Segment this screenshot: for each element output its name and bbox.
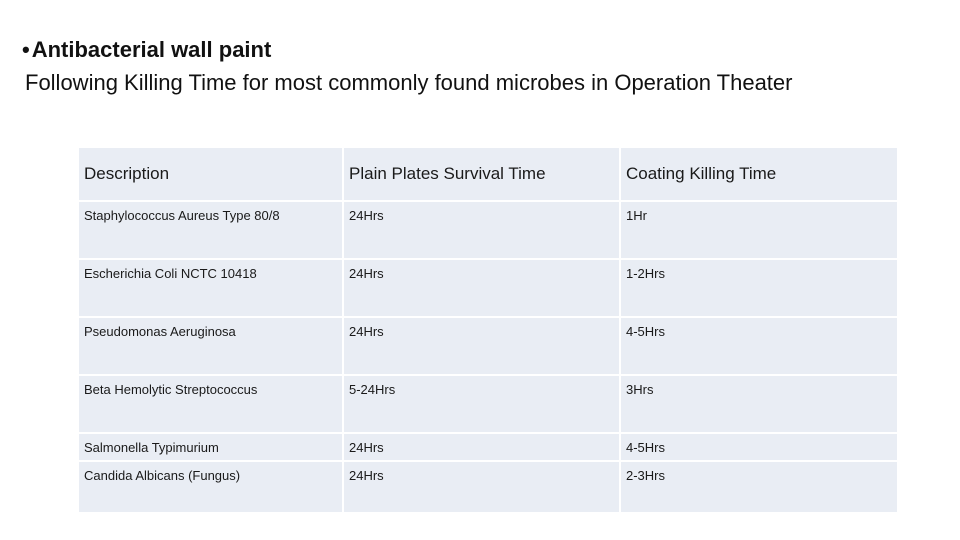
cell-survival-time: 24Hrs [342, 460, 621, 514]
cell-survival-time: 24Hrs [342, 432, 621, 462]
cell-survival-time: 24Hrs [342, 258, 621, 318]
cell-killing-time: 1-2Hrs [619, 258, 899, 318]
cell-description: Salmonella Typimurium [77, 432, 344, 462]
cell-survival-time: 24Hrs [342, 200, 621, 260]
cell-description: Candida Albicans (Fungus) [77, 460, 344, 514]
cell-description: Escherichia Coli NCTC 10418 [77, 258, 344, 318]
header-plain-plates-survival-time: Plain Plates Survival Time [342, 146, 621, 202]
cell-description: Beta Hemolytic Streptococcus [77, 374, 344, 434]
table-row: Staphylococcus Aureus Type 80/8 24Hrs 1H… [77, 200, 899, 260]
cell-killing-time: 2-3Hrs [619, 460, 899, 514]
table-row: Beta Hemolytic Streptococcus 5-24Hrs 3Hr… [77, 374, 899, 434]
cell-description: Pseudomonas Aeruginosa [77, 316, 344, 376]
slide-title: •Antibacterial wall paint [22, 34, 792, 66]
cell-killing-time: 4-5Hrs [619, 316, 899, 376]
cell-killing-time: 4-5Hrs [619, 432, 899, 462]
table-header-row: Description Plain Plates Survival Time C… [77, 146, 899, 202]
title-text: Antibacterial wall paint [31, 37, 272, 62]
slide-subtitle: Following Killing Time for most commonly… [25, 70, 793, 95]
cell-killing-time: 3Hrs [619, 374, 899, 434]
killing-time-table: Description Plain Plates Survival Time C… [77, 146, 899, 514]
cell-survival-time: 5-24Hrs [342, 374, 621, 434]
table-row: Salmonella Typimurium 24Hrs 4-5Hrs [77, 432, 899, 462]
header-coating-killing-time: Coating Killing Time [619, 146, 899, 202]
header-description: Description [77, 146, 344, 202]
table-row: Pseudomonas Aeruginosa 24Hrs 4-5Hrs [77, 316, 899, 376]
cell-survival-time: 24Hrs [342, 316, 621, 376]
table-row: Escherichia Coli NCTC 10418 24Hrs 1-2Hrs [77, 258, 899, 318]
table-row: Candida Albicans (Fungus) 24Hrs 2-3Hrs [77, 460, 899, 514]
slide-heading: •Antibacterial wall paint Following Kill… [22, 34, 792, 100]
cell-killing-time: 1Hr [619, 200, 899, 260]
cell-description: Staphylococcus Aureus Type 80/8 [77, 200, 344, 260]
bullet-icon: • [22, 37, 30, 62]
